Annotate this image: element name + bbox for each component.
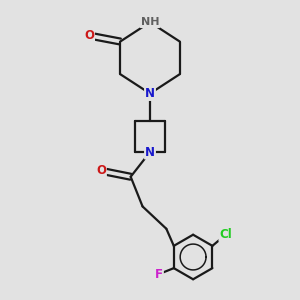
Text: O: O	[96, 164, 106, 177]
Text: F: F	[155, 268, 163, 281]
Text: O: O	[84, 29, 94, 42]
Text: N: N	[145, 146, 155, 159]
Text: N: N	[145, 87, 155, 100]
Text: Cl: Cl	[219, 228, 232, 241]
Text: NH: NH	[141, 17, 159, 27]
